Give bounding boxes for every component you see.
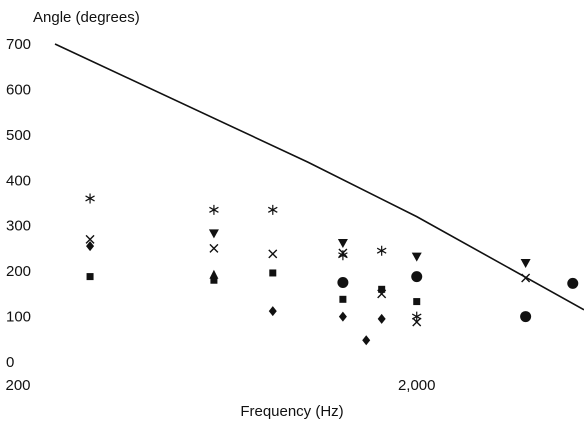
data-point-star	[376, 245, 387, 256]
data-point-square	[86, 273, 94, 281]
x-axis-title: Frequency (Hz)	[240, 403, 344, 420]
data-point-diamond	[338, 311, 347, 322]
data-point-circle	[337, 277, 349, 288]
data-point-circle	[520, 311, 532, 323]
data-point-cross	[85, 234, 95, 244]
data-point-triangle-down	[520, 258, 531, 268]
data-point-triangle-down	[337, 238, 348, 248]
data-point-cross	[268, 249, 278, 259]
data-point-triangle-up	[209, 269, 219, 279]
data-point-diamond	[377, 313, 386, 324]
data-point-diamond	[86, 241, 95, 252]
data-point-star	[338, 250, 348, 261]
data-point-square	[339, 295, 347, 303]
y-tick-label: 700	[6, 36, 31, 53]
y-tick-label: 100	[6, 309, 31, 326]
y-axis-title: Angle (degrees)	[33, 9, 140, 26]
data-point-cross	[377, 289, 387, 299]
data-point-star	[85, 193, 95, 204]
y-tick-label: 500	[6, 127, 31, 144]
data-point-star	[267, 204, 278, 215]
data-point-triangle-down	[208, 229, 219, 239]
series-line	[54, 43, 584, 311]
data-point-square	[269, 269, 277, 277]
y-tick-label: 200	[6, 263, 31, 280]
x-tick-label: 2,000	[398, 377, 436, 394]
data-point-triangle-down	[411, 252, 422, 262]
data-point-square	[413, 298, 421, 306]
data-point-circle	[567, 277, 579, 289]
x-tick-label: 200	[5, 377, 30, 394]
data-point-diamond	[268, 306, 277, 317]
y-tick-label: 300	[6, 218, 31, 235]
data-point-cross	[521, 273, 531, 283]
data-point-cross	[209, 243, 219, 253]
data-point-star	[411, 311, 422, 322]
y-tick-label: 400	[6, 172, 31, 189]
y-tick-label: 0	[6, 354, 14, 371]
data-point-square	[210, 276, 218, 284]
data-point-square	[378, 285, 386, 293]
data-point-circle	[411, 271, 423, 283]
data-point-diamond	[362, 335, 371, 346]
y-tick-label: 600	[6, 81, 31, 98]
data-point-cross	[412, 317, 422, 327]
data-point-star	[209, 204, 219, 215]
